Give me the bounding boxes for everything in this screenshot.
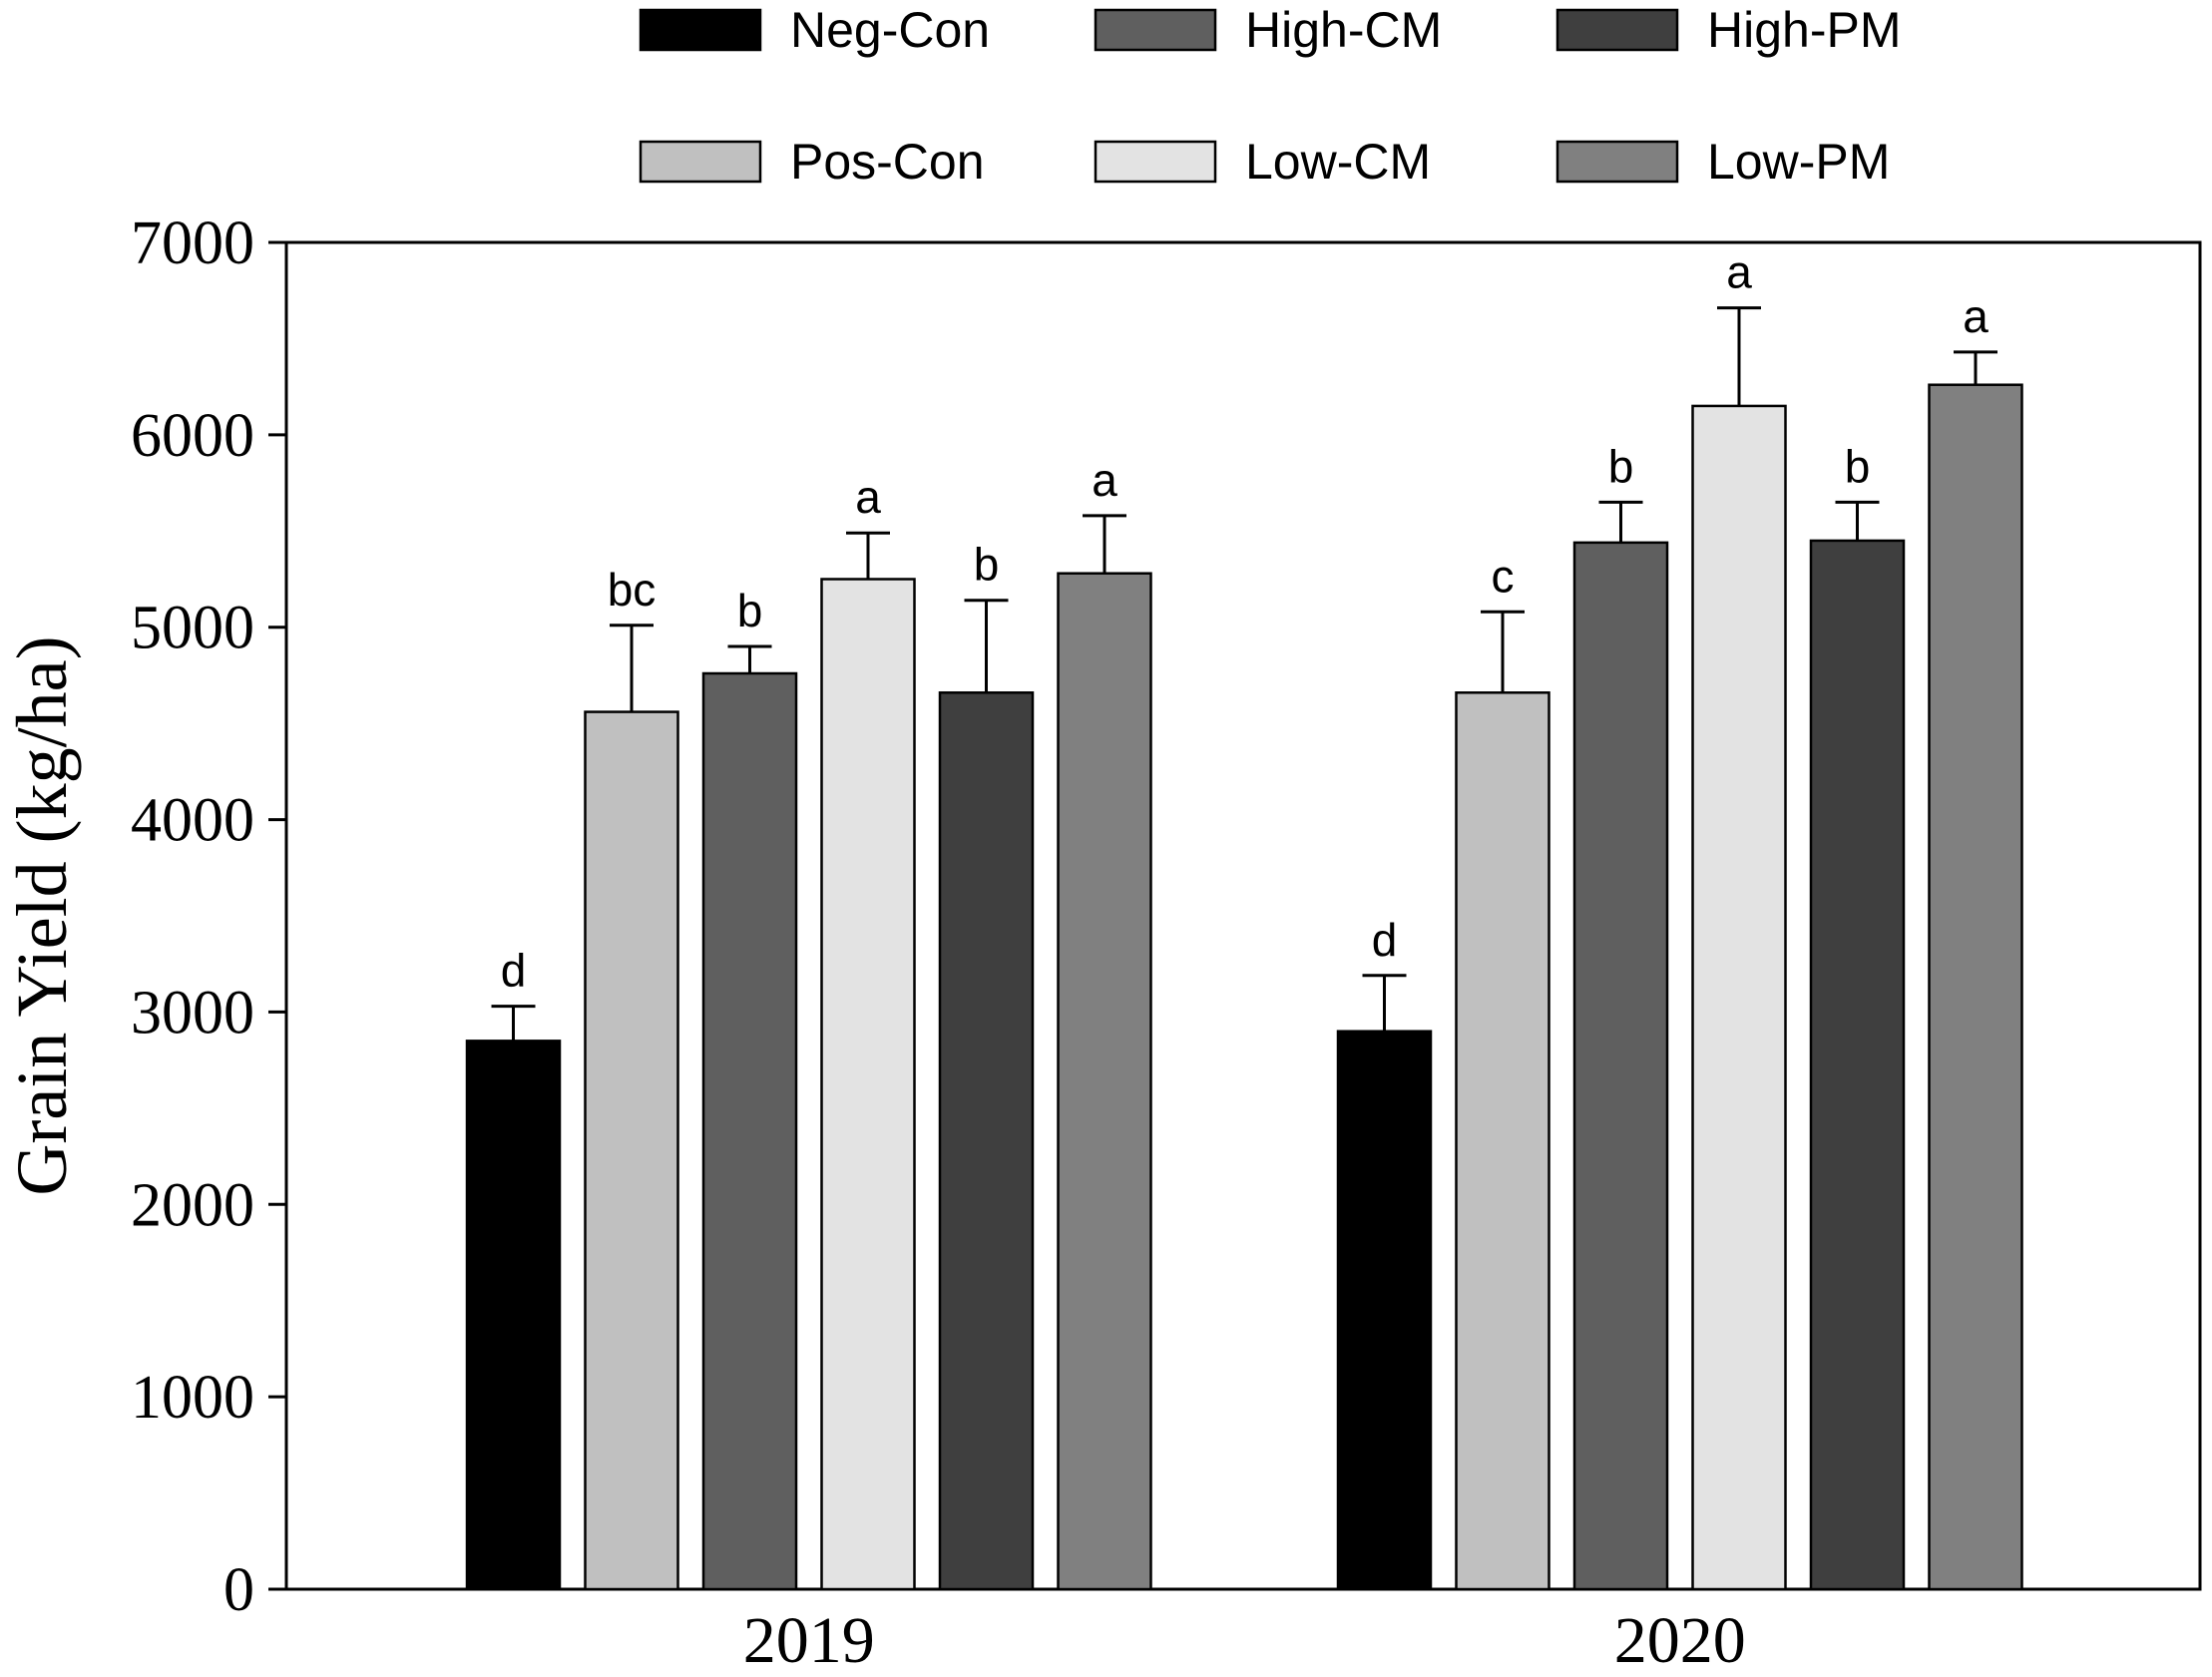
y-tick-label: 1000 — [131, 1364, 254, 1432]
legend-label-low-pm: Low-PM — [1707, 134, 1890, 190]
bar-high-cm-2020 — [1572, 541, 1669, 1591]
legend-label-high-cm: High-CM — [1245, 2, 1442, 58]
significance-letter: b — [737, 585, 763, 636]
significance-letter: d — [501, 945, 527, 997]
bars: d bc b a b a d c b a b a — [465, 246, 2023, 1591]
significance-letter: b — [1845, 440, 1871, 492]
x-axis-labels: 2019 2020 — [743, 1604, 1746, 1677]
bar-neg-con-2019 — [465, 1040, 562, 1591]
y-tick-label: 2000 — [131, 1171, 254, 1239]
significance-letter: b — [1608, 440, 1634, 492]
significance-letter: a — [1092, 454, 1117, 506]
bar-high-cm-2019 — [701, 671, 798, 1591]
significance-letter: d — [1372, 914, 1398, 966]
legend-label-low-cm: Low-CM — [1245, 134, 1431, 190]
y-tick-label: 4000 — [131, 787, 254, 855]
y-tick-label: 0 — [223, 1556, 254, 1624]
bar-low-cm-2019 — [820, 578, 916, 1591]
bar-pos-con-2020 — [1455, 691, 1550, 1591]
bar-low-pm-2020 — [1928, 383, 2023, 1591]
legend-swatch-neg-con — [639, 8, 762, 52]
bar-high-pm-2020 — [1809, 539, 1906, 1591]
significance-letter: a — [1726, 246, 1752, 298]
significance-letter: a — [855, 471, 881, 523]
x-category-label: 2020 — [1614, 1604, 1746, 1677]
legend-swatch-high-cm — [1094, 8, 1217, 52]
significance-letter: bc — [608, 564, 657, 616]
y-tick-label: 3000 — [131, 979, 254, 1047]
y-axis-title: Grain Yield (kg/ha) — [2, 635, 82, 1195]
bar-low-cm-2020 — [1691, 404, 1787, 1591]
legend: Neg-Con High-CM High-PM Pos-Con Low-CM Low-PM — [639, 2, 1901, 190]
y-tick-label: 7000 — [131, 210, 254, 277]
legend-swatch-low-cm — [1094, 140, 1217, 184]
legend-swatch-pos-con — [639, 140, 762, 184]
legend-label-high-pm: High-PM — [1707, 2, 1901, 58]
y-tick-label: 5000 — [131, 595, 254, 662]
bar-neg-con-2020 — [1336, 1030, 1433, 1591]
significance-letter: a — [1963, 290, 1989, 342]
y-tick-label: 6000 — [131, 402, 254, 470]
bar-pos-con-2019 — [584, 710, 679, 1591]
legend-swatch-high-pm — [1555, 8, 1679, 52]
plot-frame — [284, 240, 2202, 1591]
legend-swatch-low-pm — [1555, 140, 1679, 184]
bar-high-pm-2019 — [938, 691, 1035, 1591]
legend-label-pos-con: Pos-Con — [790, 134, 985, 190]
x-category-label: 2019 — [743, 1604, 875, 1677]
significance-letter: c — [1492, 550, 1515, 602]
y-axis-ticks: 0 1000 2000 3000 4000 5000 6000 7000 — [131, 210, 286, 1624]
legend-label-neg-con: Neg-Con — [790, 2, 990, 58]
bar-low-pm-2019 — [1057, 572, 1152, 1591]
significance-letter: b — [974, 539, 1000, 591]
